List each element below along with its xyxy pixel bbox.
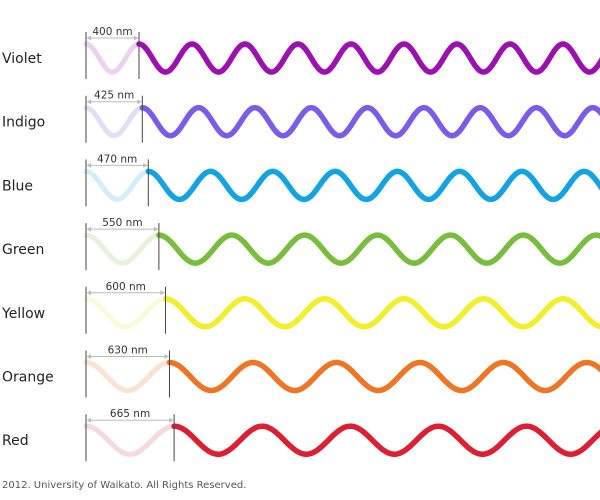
wavelength-label: 400 nm bbox=[92, 26, 132, 38]
arrowhead-left-icon bbox=[87, 354, 91, 359]
wavelength-label: 425 nm bbox=[94, 90, 134, 102]
band-row-violet: Violet 400 nm bbox=[2, 26, 600, 79]
arrowhead-right-icon bbox=[153, 226, 158, 232]
copyright-notice: 2012. University of Waikato. All Rights … bbox=[2, 480, 247, 491]
arrowhead-right-icon bbox=[143, 162, 148, 168]
reference-wave-period bbox=[83, 232, 161, 266]
band-row-yellow: Yellow 600 nm bbox=[1, 281, 600, 334]
arrowhead-right-icon bbox=[160, 290, 165, 296]
band-row-green: Green 550 nm bbox=[2, 217, 600, 271]
light-wave bbox=[136, 41, 600, 75]
light-wave bbox=[156, 232, 600, 266]
arrowhead-right-icon bbox=[134, 35, 138, 41]
wavelength-label: 630 nm bbox=[108, 345, 148, 357]
light-wave bbox=[166, 359, 600, 394]
reference-wave-period bbox=[83, 168, 151, 202]
wavelength-label: 550 nm bbox=[102, 217, 142, 229]
light-wave bbox=[171, 423, 600, 457]
band-row-blue: Blue 470 nm bbox=[2, 153, 600, 207]
wavelength-label: 600 nm bbox=[106, 281, 146, 293]
reference-wave-period bbox=[83, 423, 177, 457]
reference-wave-period bbox=[83, 105, 145, 139]
band-row-indigo: Indigo 425 nm bbox=[2, 90, 600, 143]
arrowhead-left-icon bbox=[87, 290, 91, 296]
band-name-label: Orange bbox=[2, 370, 54, 386]
band-name-label: Yellow bbox=[1, 306, 45, 322]
light-wave bbox=[139, 104, 600, 139]
arrowhead-right-icon bbox=[169, 417, 174, 423]
band-name-label: Blue bbox=[2, 178, 33, 194]
wavelength-label: 470 nm bbox=[97, 153, 137, 165]
band-row-orange: Orange 630 nm bbox=[2, 345, 600, 398]
arrowhead-left-icon bbox=[87, 162, 91, 168]
arrowhead-right-icon bbox=[137, 99, 142, 105]
arrowhead-right-icon bbox=[164, 354, 169, 359]
wavelength-label: 665 nm bbox=[110, 408, 150, 420]
band-name-label: Violet bbox=[2, 51, 42, 67]
band-name-label: Green bbox=[2, 242, 44, 258]
light-wave bbox=[162, 296, 600, 330]
arrowhead-left-icon bbox=[87, 226, 91, 232]
light-wave bbox=[145, 168, 600, 203]
arrowhead-left-icon bbox=[87, 35, 91, 41]
band-name-label: Indigo bbox=[2, 115, 45, 131]
reference-wave-period bbox=[83, 41, 142, 75]
reference-wave-period bbox=[83, 360, 172, 393]
reference-wave-period bbox=[83, 296, 168, 330]
arrowhead-left-icon bbox=[87, 99, 91, 105]
arrowhead-left-icon bbox=[87, 417, 91, 423]
band-row-red: Red 665 nm bbox=[2, 408, 600, 462]
band-name-label: Red bbox=[2, 433, 29, 449]
